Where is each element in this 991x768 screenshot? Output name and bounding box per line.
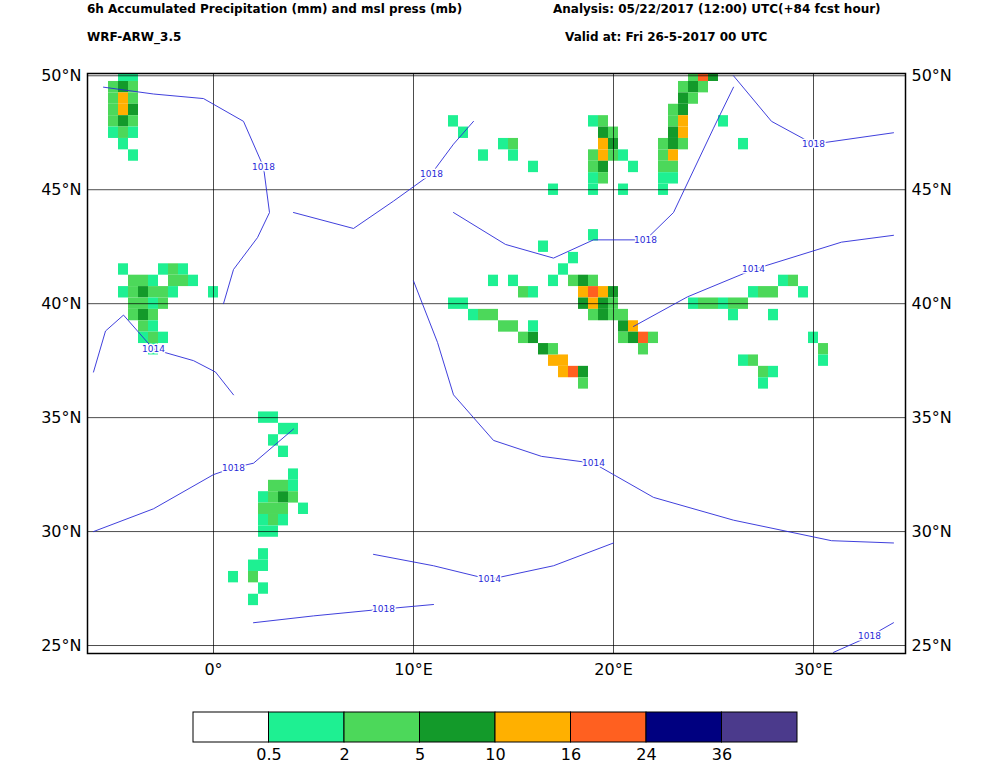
svg-text:1018: 1018	[634, 235, 657, 245]
svg-text:40°N: 40°N	[41, 294, 81, 313]
svg-text:1014: 1014	[142, 344, 165, 354]
html-text:6h Accumulated Precipitation (: 6h Accumulated Precipitation (mm) and ms…	[87, 2, 463, 16]
svg-text:35°N: 35°N	[41, 408, 81, 427]
svg-text:1018: 1018	[802, 139, 825, 149]
html-text:Valid at: Fri 26-5-2017 00 UTC: Valid at: Fri 26-5-2017 00 UTC	[565, 30, 768, 44]
svg-text:36: 36	[712, 745, 732, 764]
svg-text:45°N: 45°N	[41, 180, 81, 199]
svg-text:10°E: 10°E	[394, 660, 432, 679]
svg-text:30°E: 30°E	[794, 660, 832, 679]
svg-text:30°N: 30°N	[912, 522, 952, 541]
svg-text:40°N: 40°N	[912, 294, 952, 313]
svg-text:25°N: 25°N	[912, 636, 952, 655]
svg-text:1014: 1014	[582, 458, 605, 468]
svg-text:25°N: 25°N	[41, 636, 81, 655]
svg-text:1018: 1018	[420, 169, 443, 179]
svg-text:1018: 1018	[372, 604, 395, 614]
svg-text:1018: 1018	[252, 162, 275, 172]
svg-text:2: 2	[339, 745, 349, 764]
svg-text:45°N: 45°N	[912, 180, 952, 199]
svg-text:50°N: 50°N	[912, 66, 952, 85]
svg-text:0°: 0°	[204, 660, 222, 679]
svg-text:1018: 1018	[858, 631, 881, 641]
html-text:WRF-ARW_3.5: WRF-ARW_3.5	[87, 30, 182, 44]
html-text:Analysis: 05/22/2017 (12:00) U: Analysis: 05/22/2017 (12:00) UTC(+84 fcs…	[553, 2, 881, 16]
svg-text:1014: 1014	[478, 574, 501, 584]
svg-text:24: 24	[636, 745, 656, 764]
svg-text:1014: 1014	[742, 264, 765, 274]
svg-text:0.5: 0.5	[256, 745, 281, 764]
svg-text:10: 10	[485, 745, 505, 764]
svg-text:30°N: 30°N	[41, 522, 81, 541]
svg-text:1018: 1018	[222, 463, 245, 473]
svg-text:20°E: 20°E	[594, 660, 632, 679]
svg-text:35°N: 35°N	[912, 408, 952, 427]
svg-text:16: 16	[561, 745, 581, 764]
svg-text:50°N: 50°N	[41, 66, 81, 85]
svg-text:5: 5	[415, 745, 425, 764]
